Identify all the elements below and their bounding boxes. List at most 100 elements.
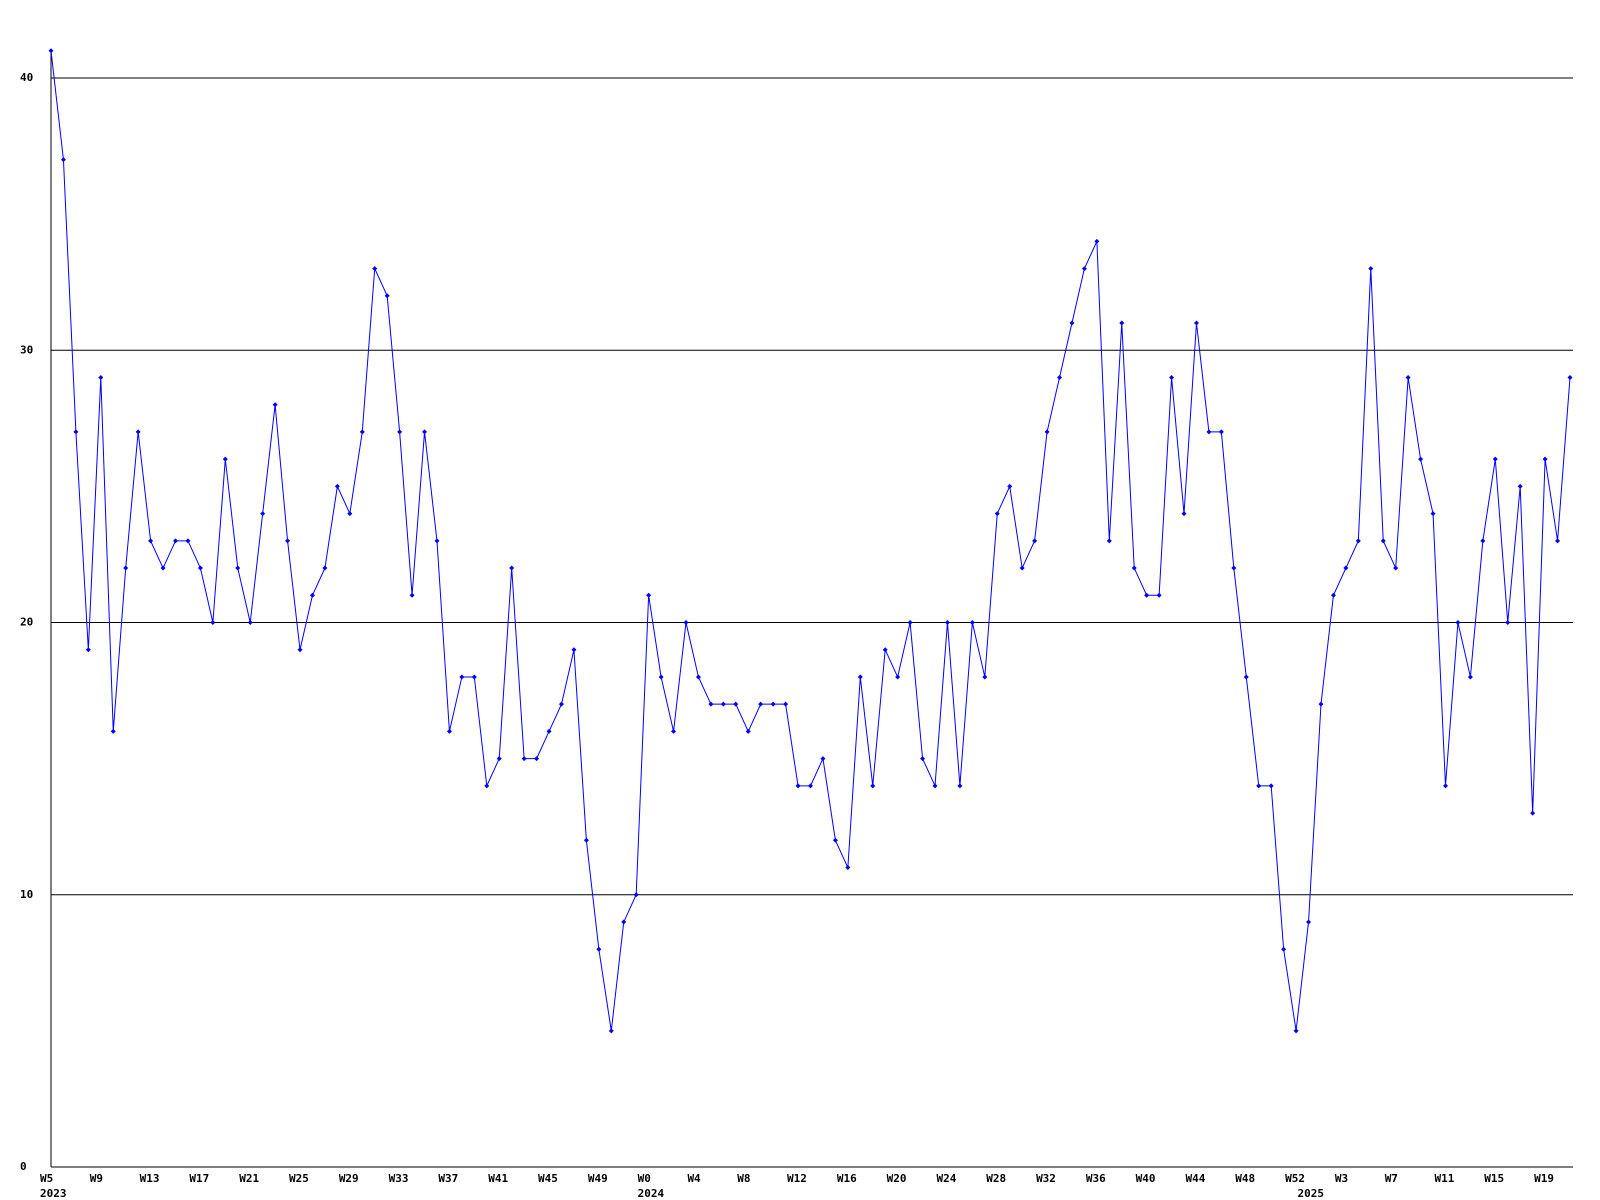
- data-point: [185, 538, 191, 544]
- data-point: [708, 701, 714, 707]
- data-point: [1057, 374, 1063, 380]
- x-tick-label: W52: [1285, 1172, 1305, 1185]
- data-point: [1355, 538, 1361, 544]
- x-tick-label: W40: [1136, 1172, 1156, 1185]
- data-point: [247, 620, 253, 625]
- x-tick-label: W25: [289, 1172, 309, 1185]
- data-line: [50, 50, 1571, 1031]
- x-tick-label: W28: [986, 1172, 1006, 1185]
- data-point: [895, 674, 901, 680]
- x-group-label: 2025: [1298, 1187, 1325, 1200]
- data-point: [1567, 374, 1573, 380]
- data-point: [110, 728, 116, 734]
- data-point: [48, 48, 54, 54]
- data-point: [770, 701, 776, 707]
- x-tick-label: W9: [90, 1172, 103, 1185]
- data-point: [1442, 783, 1448, 789]
- data-point: [347, 511, 353, 517]
- data-point: [334, 483, 340, 489]
- data-point: [795, 783, 801, 789]
- data-point: [1505, 620, 1511, 625]
- data-point: [1069, 320, 1075, 326]
- x-tick-label: W16: [837, 1172, 857, 1185]
- x-tick-label: W11: [1434, 1172, 1454, 1185]
- y-tick-label: 10: [20, 888, 33, 901]
- data-point: [546, 728, 552, 734]
- data-point: [583, 837, 589, 843]
- data-point: [745, 728, 751, 734]
- y-tick-label: 40: [20, 71, 33, 84]
- data-point: [98, 374, 104, 380]
- data-point: [1555, 538, 1561, 544]
- data-point: [1268, 783, 1274, 789]
- data-point: [1281, 946, 1287, 952]
- data-point: [1218, 429, 1224, 435]
- data-point: [359, 429, 365, 435]
- data-point: [857, 674, 863, 680]
- data-point: [1007, 483, 1013, 489]
- data-point: [683, 620, 689, 625]
- x-tick-label: W20: [887, 1172, 907, 1185]
- data-point: [1032, 538, 1038, 544]
- data-point: [1181, 511, 1187, 517]
- data-point: [1081, 266, 1087, 272]
- data-point: [148, 538, 154, 544]
- data-point: [1418, 456, 1424, 462]
- data-point: [1256, 783, 1262, 789]
- data-point: [534, 756, 540, 762]
- data-point: [471, 674, 477, 680]
- data-point: [695, 674, 701, 680]
- data-point: [384, 293, 390, 299]
- data-point: [434, 538, 440, 544]
- data-point: [222, 456, 228, 462]
- data-point: [733, 701, 739, 707]
- data-point: [808, 783, 813, 789]
- data-point: [173, 538, 179, 544]
- data-point: [60, 157, 66, 163]
- data-point: [521, 756, 527, 762]
- data-point: [870, 783, 876, 789]
- data-point: [197, 565, 203, 571]
- data-point: [1368, 266, 1374, 272]
- data-point: [1306, 919, 1312, 925]
- x-tick-label: W15: [1484, 1172, 1504, 1185]
- data-point: [920, 756, 926, 762]
- data-point: [509, 565, 515, 571]
- data-point: [1480, 538, 1486, 544]
- data-point: [608, 1028, 614, 1034]
- x-tick-label: W45: [538, 1172, 558, 1185]
- data-point: [409, 592, 415, 598]
- data-point: [210, 620, 216, 625]
- data-point: [1206, 429, 1212, 435]
- data-point: [1318, 701, 1324, 707]
- y-tick-label: 0: [20, 1160, 27, 1173]
- x-tick-label: W36: [1086, 1172, 1106, 1185]
- data-point: [1243, 674, 1249, 680]
- x-tick-label: W33: [389, 1172, 409, 1185]
- data-point: [1106, 538, 1112, 544]
- data-point: [496, 756, 502, 762]
- data-point: [1530, 810, 1536, 816]
- data-point: [1293, 1028, 1299, 1034]
- data-point: [260, 511, 266, 517]
- data-point: [285, 538, 291, 544]
- x-tick-label: W4: [687, 1172, 701, 1185]
- data-point: [596, 946, 602, 952]
- data-point: [1193, 320, 1199, 326]
- data-point: [85, 647, 91, 653]
- data-point: [845, 865, 851, 871]
- x-tick-label: W32: [1036, 1172, 1056, 1185]
- data-point: [758, 701, 764, 707]
- data-point: [1119, 320, 1125, 326]
- data-point: [832, 837, 838, 843]
- x-group-label: 2023: [40, 1187, 67, 1200]
- data-point: [1019, 565, 1025, 571]
- data-point: [969, 620, 975, 625]
- x-tick-label: W0: [638, 1172, 651, 1185]
- data-point: [571, 647, 577, 653]
- x-group-label: 2024: [638, 1187, 665, 1200]
- x-tick-label: W48: [1235, 1172, 1255, 1185]
- x-tick-label: W12: [787, 1172, 807, 1185]
- data-point: [372, 266, 378, 272]
- data-point: [720, 701, 726, 707]
